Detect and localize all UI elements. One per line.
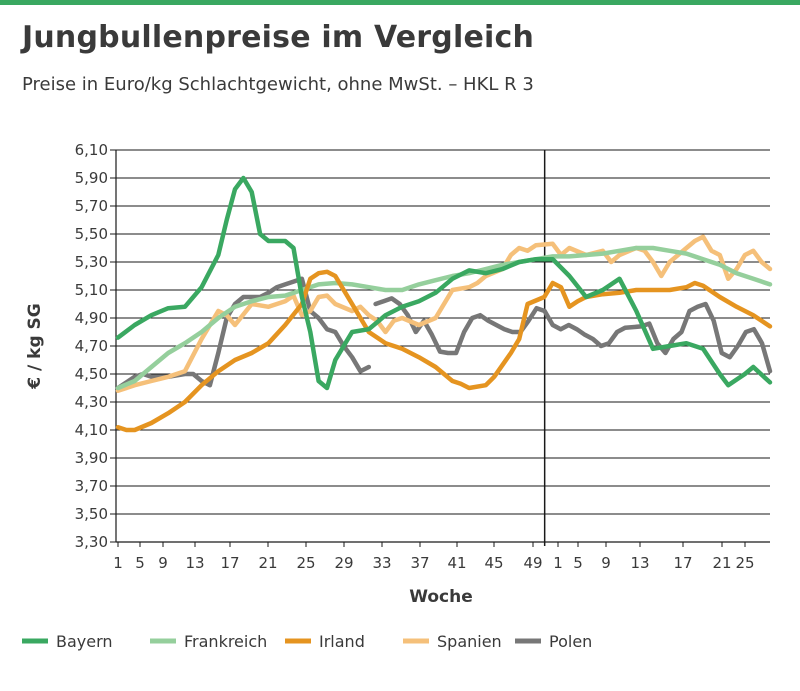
y-tick-label: 5,30 (75, 253, 108, 271)
x-tick-label: 13 (630, 554, 649, 572)
x-tick-label: 17 (673, 554, 692, 572)
legend-label-bayern: Bayern (56, 632, 113, 651)
series-line-frankreich (115, 245, 773, 391)
series-line-polen-part2 (373, 296, 773, 374)
x-tick-label: 45 (484, 554, 503, 572)
x-tick-label: 41 (447, 554, 466, 572)
series-line-irland (115, 269, 773, 433)
chart-subtitle: Preise in Euro/kg Schlachtgewicht, ohne … (22, 74, 534, 95)
x-tick-label: 5 (135, 554, 145, 572)
x-tick-label: 25 (296, 554, 315, 572)
y-tick-label: 3,50 (75, 505, 108, 523)
y-tick-label: 3,70 (75, 477, 108, 495)
legend-label-irland: Irland (319, 632, 365, 651)
y-tick-label: 6,10 (75, 141, 108, 159)
y-tick-label: 4,30 (75, 393, 108, 411)
x-tick-label: 5 (573, 554, 583, 572)
x-tick-label: 29 (334, 554, 353, 572)
x-tick-label: 25 (735, 554, 754, 572)
y-tick-label: 4,50 (75, 365, 108, 383)
y-tick-label: 3,90 (75, 449, 108, 467)
y-tick-label: 5,90 (75, 169, 108, 187)
legend-label-frankreich: Frankreich (184, 632, 267, 651)
series-line-spanien (115, 234, 773, 394)
chart-title: Jungbullenpreise im Vergleich (22, 20, 535, 55)
series-line-bayern (115, 175, 773, 391)
legend-label-spanien: Spanien (437, 632, 502, 651)
top-accent-bar (0, 0, 800, 5)
y-tick-label: 5,10 (75, 281, 108, 299)
x-tick-label: 21 (258, 554, 277, 572)
x-tick-label: 33 (372, 554, 391, 572)
x-tick-label: 9 (601, 554, 611, 572)
x-axis-title: Woche (409, 587, 473, 607)
x-tick-label: 49 (523, 554, 542, 572)
x-tick-label: 37 (410, 554, 429, 572)
y-tick-label: 4,90 (75, 309, 108, 327)
x-tick-label: 1 (553, 554, 563, 572)
y-tick-label: 5,50 (75, 225, 108, 243)
x-tick-label: 1 (113, 554, 123, 572)
y-tick-label: 3,30 (75, 533, 108, 551)
y-tick-label: 4,10 (75, 421, 108, 439)
x-tick-label: 13 (185, 554, 204, 572)
x-tick-label: 21 (712, 554, 731, 572)
x-tick-label: 9 (158, 554, 168, 572)
x-tick-label: 17 (220, 554, 239, 572)
y-tick-label: 4,70 (75, 337, 108, 355)
legend-label-polen: Polen (549, 632, 592, 651)
y-axis-title: € / kg SG (25, 303, 45, 389)
y-tick-label: 5,70 (75, 197, 108, 215)
